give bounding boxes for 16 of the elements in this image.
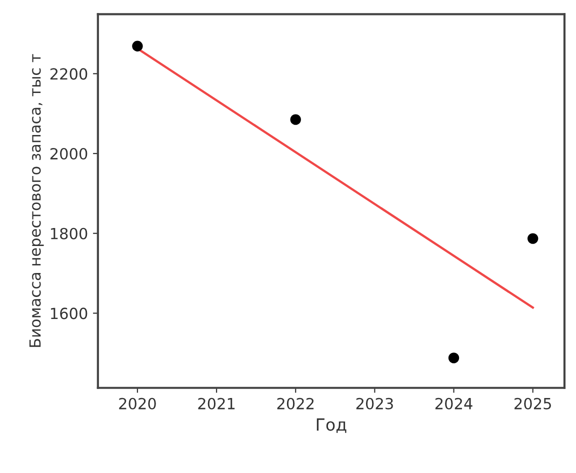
y-tick-label: 1600: [50, 308, 88, 320]
point: [290, 114, 301, 125]
x-tick-label: 2022: [277, 398, 314, 410]
x-tick-label: 2024: [435, 398, 472, 410]
point: [448, 352, 460, 364]
x-tick-label: 2023: [356, 398, 393, 410]
x-axis-title: Год: [316, 418, 346, 433]
y-tick-label: 2200: [50, 68, 88, 80]
x-tick-label: 2025: [514, 398, 551, 410]
x-tick-label: 2021: [198, 398, 235, 410]
point: [132, 40, 143, 52]
y-tick-label: 2000: [50, 148, 88, 160]
x-tick-label: 2020: [119, 398, 156, 410]
y-tick-label: 1800: [50, 228, 88, 240]
y-axis-title: Биомасса нерестового запаса, тыс т: [29, 54, 44, 347]
point: [527, 233, 538, 244]
